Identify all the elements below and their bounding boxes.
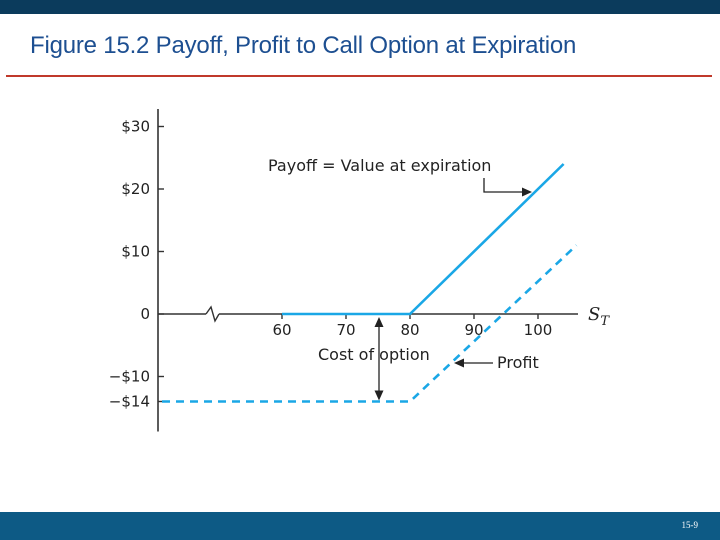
payoff-annotation: Payoff = Value at expiration: [268, 156, 491, 175]
x-axis-break-mark: [205, 305, 220, 323]
y-tick-label: 0: [140, 305, 150, 323]
call-option-chart: $30 $20 $10 0 −$10 −$14 60 70 80 90 100 ST Payoff =…: [109, 109, 611, 432]
series-group: [162, 163, 578, 403]
x-tick-label: 70: [336, 321, 355, 339]
series-payoff-line: [282, 163, 565, 316]
y-tick-label: $30: [121, 118, 150, 136]
slide-title: Figure 15.2 Payoff, Profit to Call Optio…: [30, 32, 577, 59]
x-tick-label: 90: [464, 321, 483, 339]
slide-number: 15-9: [681, 520, 699, 530]
labels-group: $30 $20 $10 0 −$10 −$14 60 70 80 90 100 ST: [109, 118, 611, 411]
payoff-arrow-head: [522, 187, 532, 197]
x-tick-label: 60: [272, 321, 291, 339]
y-tick-label: −$14: [109, 393, 150, 411]
cost-annotation: Cost of option: [318, 345, 430, 364]
x-tick-label: 80: [400, 321, 419, 339]
series-profit-line: [162, 244, 578, 403]
y-tick-label: $20: [121, 180, 150, 198]
footer-bar: 15-9: [0, 512, 720, 540]
payoff-leader-line: [483, 178, 524, 193]
y-tick-label: −$10: [109, 368, 150, 386]
x-tick-label: 100: [524, 321, 553, 339]
profit-annotation: Profit: [497, 353, 539, 372]
annotations-group: Payoff = Value at expiration Cost of opti…: [268, 156, 539, 401]
cost-arrow-head-down: [374, 390, 384, 401]
title-divider: [6, 75, 712, 77]
cost-arrow-head-up: [374, 317, 384, 327]
profit-arrow-head: [454, 358, 464, 368]
y-tick-label: $10: [121, 243, 150, 261]
x-axis-title: ST: [588, 304, 610, 329]
top-banner: [0, 0, 720, 14]
